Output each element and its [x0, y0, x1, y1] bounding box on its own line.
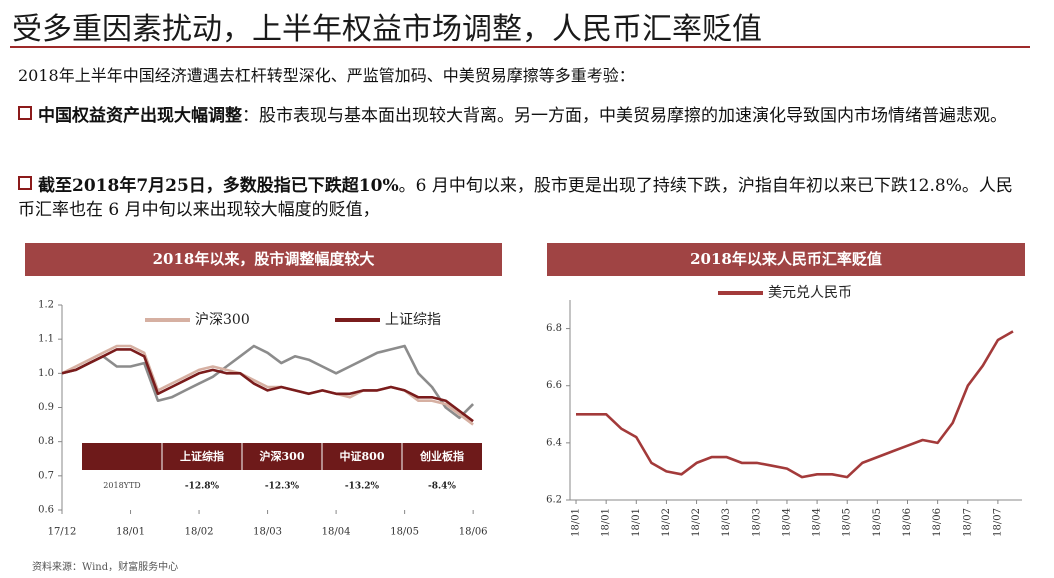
bullet-text: 。6 月中旬以来，股市更是出现了持续下跌，沪指自年初以来已下跌12.8%。人民币…	[18, 176, 1013, 220]
x-tick-label: 18/01	[631, 508, 642, 537]
chart-title: 2018年以来人民币汇率贬值	[690, 250, 882, 268]
x-tick-label: 18/05	[872, 508, 883, 537]
y-tick-label: 0.7	[38, 470, 54, 481]
x-tick-label: 18/07	[962, 508, 973, 537]
legend-label: 上证综指	[385, 312, 441, 328]
x-tick-label: 18/02	[185, 527, 214, 538]
bullet-text: ：股市表现与基本面出现较大背离。另一方面，中美贸易摩擦的加速演化导致国内市场情绪…	[242, 106, 1007, 126]
chart-title: 2018年以来，股市调整幅度较大	[153, 250, 375, 268]
slide-title: 受多重因素扰动，上半年权益市场调整，人民币汇率贬值	[12, 12, 762, 47]
x-tick-label: 18/01	[571, 508, 582, 537]
y-tick-label: 1.2	[38, 300, 54, 311]
y-tick-label: 1.0	[38, 368, 54, 379]
legend-label: 美元兑人民币	[768, 285, 852, 301]
y-tick-label: 0.6	[38, 505, 54, 516]
x-tick-label: 18/04	[812, 508, 823, 537]
y-tick-label: 6.8	[546, 323, 562, 334]
x-tick-label: 18/01	[116, 527, 145, 538]
x-tick-label: 18/04	[781, 508, 792, 537]
chart-header	[25, 243, 502, 276]
x-tick-label: 18/04	[322, 527, 351, 538]
table-header-cell: 上证综指	[180, 449, 224, 463]
bullet: 中国权益资产出现大幅调整：股市表现与基本面出现较大背离。另一方面，中美贸易摩擦的…	[18, 104, 1028, 128]
table-header	[82, 443, 482, 470]
bullet-box	[18, 176, 32, 190]
series-line	[61, 344, 475, 420]
y-tick-label: 6.6	[546, 380, 562, 391]
series-line	[61, 348, 474, 423]
bullet: 截至2018年7月25日，多数股指已下跌超10%。6 月中旬以来，股市更是出现了…	[18, 174, 1028, 222]
x-tick-label: 18/07	[992, 508, 1003, 537]
table-row-label: 2018YTD	[103, 481, 140, 490]
table-header-cell: 沪深300	[260, 449, 305, 463]
y-tick-label: 6.4	[546, 437, 562, 448]
legend-label: 沪深300	[195, 312, 250, 328]
x-tick-label: 18/06	[902, 508, 913, 537]
table-cell: -12.8%	[185, 482, 220, 492]
table-body	[82, 470, 482, 500]
x-tick-label: 18/02	[661, 508, 672, 537]
bullet-box	[18, 106, 32, 120]
x-tick-label: 18/05	[842, 508, 853, 537]
x-tick-label: 18/06	[459, 527, 488, 538]
y-tick-label: 0.9	[38, 402, 54, 413]
chart-header	[547, 243, 1025, 276]
x-tick-label: 18/06	[932, 508, 943, 537]
x-tick-label: 18/02	[691, 508, 702, 537]
intro-text: 2018年上半年中国经济遭遇去杠杆转型深化、严监管加码、中美贸易摩擦等多重考验：	[18, 66, 635, 85]
x-tick-label: 18/01	[601, 508, 612, 537]
x-tick-label: 18/03	[751, 508, 762, 537]
x-tick-label: 17/12	[48, 527, 77, 538]
table-header-cell: 创业板指	[419, 449, 464, 463]
bullet-bold: 中国权益资产出现大幅调整	[38, 106, 242, 126]
title-rule	[10, 46, 1030, 48]
y-tick-label: 6.2	[546, 495, 562, 506]
table-cell: -12.3%	[265, 482, 300, 492]
x-tick-label: 18/05	[390, 527, 419, 538]
table-cell: -8.4%	[428, 482, 456, 492]
x-tick-label: 18/03	[721, 508, 732, 537]
x-tick-label: 18/03	[253, 527, 282, 538]
table-header-cell: 中证800	[340, 449, 385, 463]
table-cell: -13.2%	[345, 482, 380, 492]
bullet-bold: 截至2018年7月25日，多数股指已下跌超10%	[38, 176, 399, 196]
series-line	[576, 330, 1014, 479]
y-tick-label: 1.1	[38, 334, 54, 345]
y-tick-label: 0.8	[38, 436, 54, 447]
source-note: 资料来源：Wind，财富服务中心	[32, 562, 179, 573]
